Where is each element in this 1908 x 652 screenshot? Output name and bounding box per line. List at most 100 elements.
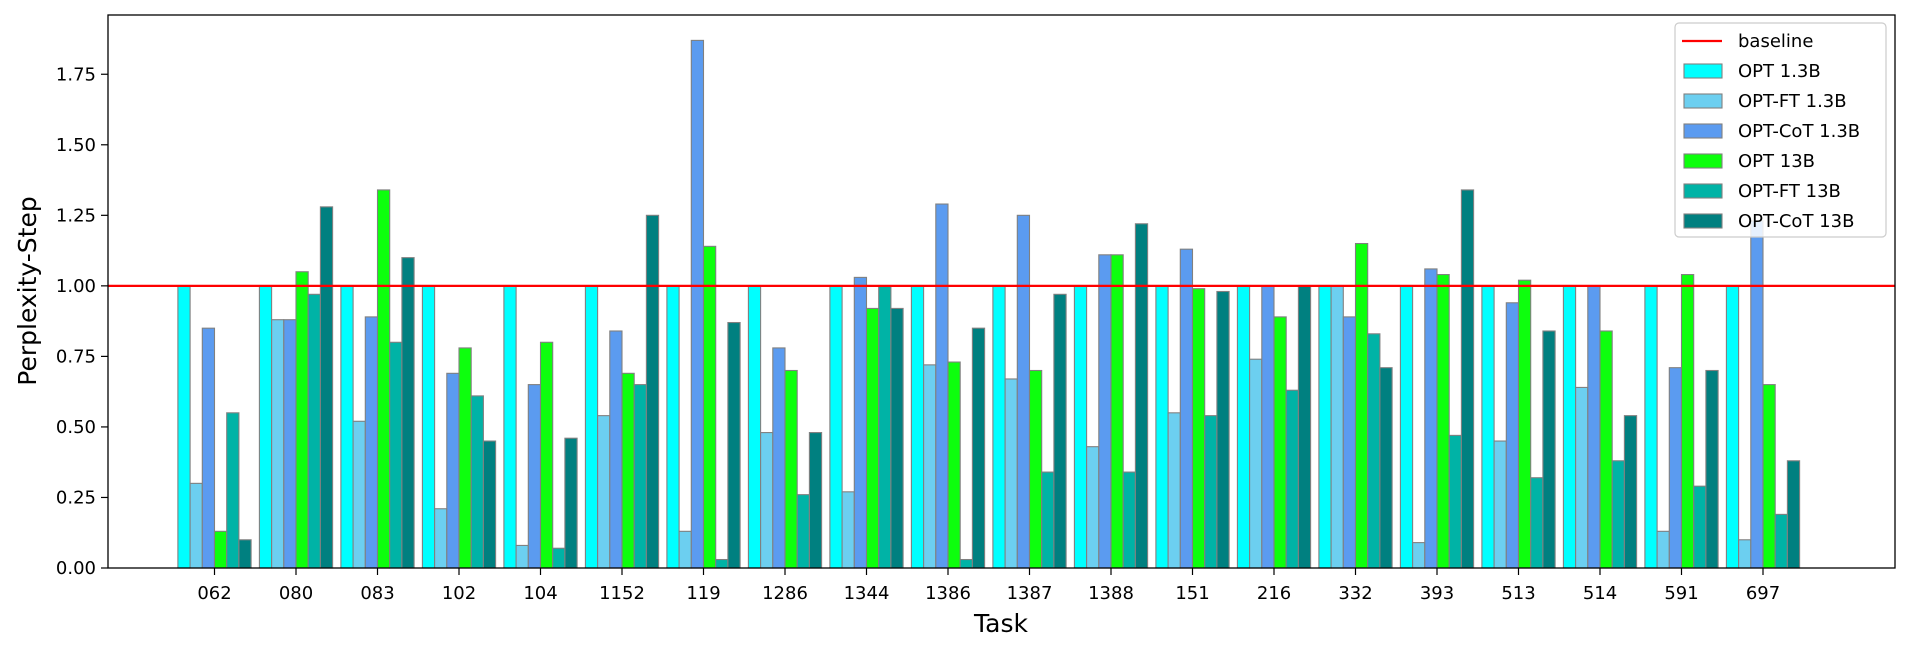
bar-216-opt-cot-1-3b <box>1261 285 1275 569</box>
y-axis: 0.00 0.25 0.50 0.75 1.00 1.25 1.50 1.75 <box>56 64 108 579</box>
legend-label: baseline <box>1738 31 1813 52</box>
bar-216-opt-ft-1-3b <box>1249 358 1263 569</box>
legend-label: OPT-FT 13B <box>1738 181 1841 202</box>
legend-label: OPT-FT 1.3B <box>1738 91 1847 112</box>
bar-083-opt-cot-13b <box>401 257 415 569</box>
y-tick-label: 0.25 <box>56 487 96 508</box>
legend: baseline OPT 1.3B OPT-FT 1.3B OPT-CoT 1.3B O… <box>1674 22 1887 238</box>
bar-393-opt-cot-1-3b <box>1424 268 1438 569</box>
bar-332-opt-ft-1-3b <box>1330 285 1344 569</box>
bar-697-opt-cot-1-3b <box>1750 220 1764 569</box>
y-tick-label: 1.50 <box>56 135 96 156</box>
x-tick-label: 151 <box>1175 583 1209 604</box>
bar-1386-opt-ft-1-3b <box>923 364 937 569</box>
x-tick-label: 083 <box>360 583 394 604</box>
bar-513-opt-cot-1-3b <box>1505 302 1520 569</box>
bar-1386-opt-ft-13b <box>959 558 973 569</box>
bar-062-opt-1-3b <box>177 285 191 569</box>
bar-332-opt-1-3b <box>1318 285 1332 569</box>
x-tick-label: 216 <box>1257 583 1291 604</box>
bar-119-opt-13b <box>702 245 717 569</box>
bar-513-opt-cot-13b <box>1542 330 1556 569</box>
legend-swatch <box>1683 183 1723 199</box>
bar-080-opt-1-3b <box>258 285 273 569</box>
legend-label: OPT 1.3B <box>1738 61 1821 82</box>
x-tick-label: 393 <box>1420 583 1454 604</box>
legend-swatch <box>1683 153 1723 169</box>
bar-1344-opt-1-3b <box>829 285 843 569</box>
x-tick-label: 591 <box>1664 583 1698 604</box>
bar-119-opt-ft-1-3b <box>678 530 692 569</box>
bar-1286-opt-13b <box>784 369 798 569</box>
bar-1388-opt-cot-1-3b <box>1098 254 1112 569</box>
y-tick-label: 1.00 <box>56 276 96 297</box>
bar-104-opt-cot-13b <box>564 437 578 569</box>
bar-080-opt-cot-13b <box>319 206 334 569</box>
bar-104-opt-ft-1-3b <box>515 544 529 569</box>
x-axis: 062 080 083 102 104 1152 119 1286 1344 1386 1387 13… <box>197 568 1780 604</box>
bar-1152-opt-1-3b <box>584 285 599 569</box>
bar-1388-opt-13b <box>1110 254 1124 569</box>
bar-1286-opt-1-3b <box>747 285 762 569</box>
bar-083-opt-ft-13b <box>389 341 403 569</box>
bar-216-opt-ft-13b <box>1285 389 1299 569</box>
bar-1344-opt-cot-1-3b <box>853 276 868 569</box>
bar-104-opt-cot-1-3b <box>527 384 542 569</box>
bar-1386-opt-cot-13b <box>971 327 986 569</box>
x-tick-label: 104 <box>523 583 557 604</box>
bar-102-opt-13b <box>458 347 472 569</box>
legend-swatch <box>1683 123 1723 139</box>
y-tick-label: 1.75 <box>56 64 96 85</box>
bar-697-opt-ft-1-3b <box>1738 539 1752 569</box>
plot-frame <box>107 14 1896 569</box>
bar-151-opt-cot-1-3b <box>1179 248 1194 569</box>
bar-332-opt-13b <box>1354 242 1369 569</box>
bar-151-opt-13b <box>1191 288 1206 569</box>
bar-1344-opt-13b <box>865 307 880 569</box>
legend-label: OPT-CoT 13B <box>1738 211 1854 232</box>
bar-393-opt-ft-13b <box>1448 434 1462 569</box>
bar-080-opt-ft-13b <box>307 293 321 569</box>
bar-083-opt-cot-1-3b <box>364 316 379 569</box>
x-tick-label: 119 <box>686 583 720 604</box>
bar-591-opt-cot-13b <box>1705 369 1719 569</box>
bar-062-opt-13b <box>213 530 228 569</box>
y-tick-label: 1.25 <box>56 205 96 226</box>
bar-513-opt-13b <box>1517 279 1532 569</box>
bar-697-opt-13b <box>1762 384 1776 569</box>
bar-697-opt-cot-13b <box>1786 460 1801 569</box>
bar-1286-opt-ft-13b <box>796 494 810 569</box>
bar-591-opt-cot-1-3b <box>1668 367 1683 569</box>
bar-514-opt-ft-13b <box>1611 460 1625 569</box>
legend-swatch <box>1683 213 1723 229</box>
bar-104-opt-1-3b <box>503 285 517 569</box>
bar-1152-opt-ft-1-3b <box>597 415 611 569</box>
bar-1286-opt-cot-13b <box>808 432 823 569</box>
x-tick-label: 062 <box>197 583 231 604</box>
legend-label: OPT-CoT 1.3B <box>1738 121 1860 142</box>
bar-151-opt-cot-13b <box>1216 290 1230 569</box>
legend-label: OPT 13B <box>1738 151 1815 172</box>
bar-591-opt-1-3b <box>1644 285 1658 569</box>
legend-swatch <box>1683 93 1723 109</box>
bar-697-opt-1-3b <box>1725 285 1740 569</box>
bar-697-opt-ft-13b <box>1774 513 1788 569</box>
bar-591-opt-ft-1-3b <box>1656 530 1670 569</box>
bar-151-opt-ft-1-3b <box>1167 412 1181 569</box>
bar-080-opt-13b <box>295 271 309 569</box>
bar-332-opt-cot-1-3b <box>1342 316 1357 569</box>
bar-119-opt-ft-13b <box>715 558 729 569</box>
bar-102-opt-cot-1-3b <box>446 372 460 569</box>
bar-513-opt-ft-13b <box>1530 477 1544 569</box>
bar-1387-opt-ft-1-3b <box>1004 378 1018 569</box>
bar-104-opt-13b <box>539 341 554 569</box>
legend-box <box>1674 22 1887 238</box>
bar-1152-opt-13b <box>621 372 635 569</box>
bar-119-opt-cot-13b <box>727 321 741 569</box>
bar-083-opt-13b <box>376 189 391 569</box>
bar-393-opt-ft-1-3b <box>1412 542 1426 569</box>
x-tick-label: 1386 <box>925 583 971 604</box>
bar-151-opt-ft-13b <box>1204 415 1218 569</box>
legend-swatch <box>1683 63 1723 79</box>
bar-1388-opt-cot-13b <box>1134 223 1149 569</box>
